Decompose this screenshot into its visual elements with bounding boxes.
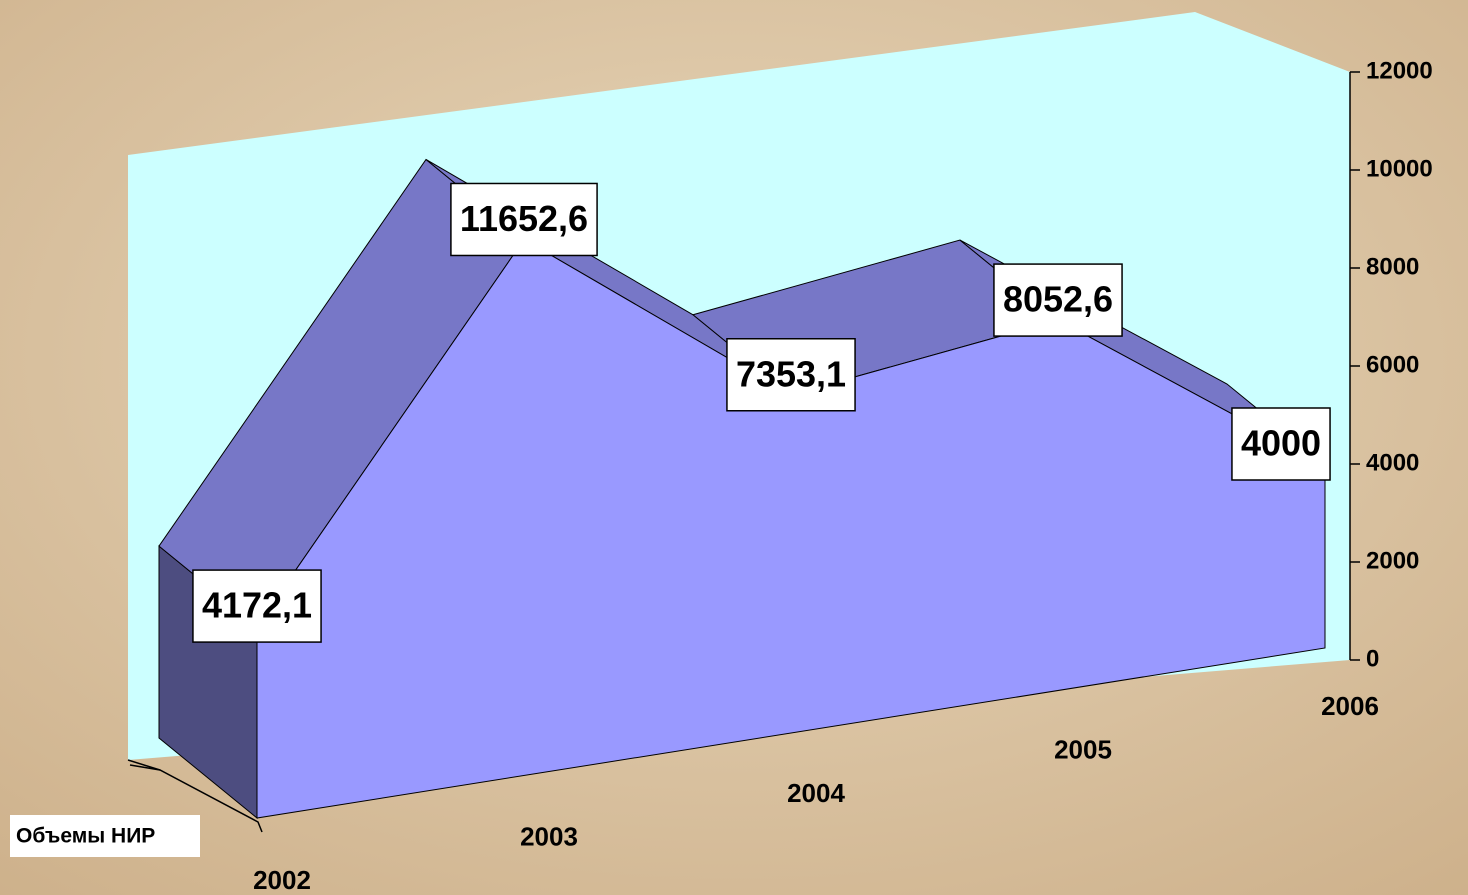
x-tick-label: 2004 xyxy=(787,778,845,808)
y-tick-label: 4000 xyxy=(1366,449,1419,476)
value-label-box xyxy=(993,263,1123,337)
x-tick-label: 2005 xyxy=(1054,734,1112,764)
value-label: 4172,1 xyxy=(202,585,312,626)
area xyxy=(256,238,1326,819)
legend-label: Объемы НИР xyxy=(16,825,155,848)
x-tick-label: 2003 xyxy=(520,821,578,851)
y-tick-label: 12000 xyxy=(1366,57,1433,84)
y-tick-label: 2000 xyxy=(1366,547,1419,574)
floor-edge xyxy=(127,759,161,771)
value-label: 7353,1 xyxy=(736,353,846,394)
legend xyxy=(10,815,200,857)
y-tick-label: 8000 xyxy=(1366,253,1419,280)
value-label-box xyxy=(450,182,598,257)
value-label: 8052,6 xyxy=(1003,279,1113,320)
y-tick-label: 0 xyxy=(1366,645,1379,672)
y-tick-label: 10000 xyxy=(1366,155,1433,182)
value-label-box xyxy=(726,338,856,412)
value-label-box xyxy=(192,569,322,643)
value-label: 4000 xyxy=(1241,423,1321,464)
value-label: 11652,6 xyxy=(460,198,588,239)
x-axis-edge xyxy=(129,764,263,833)
x-tick-label: 2006 xyxy=(1321,691,1379,721)
x-tick-label: 2002 xyxy=(253,865,311,895)
value-label-box xyxy=(1231,407,1331,481)
y-tick-label: 6000 xyxy=(1366,351,1419,378)
